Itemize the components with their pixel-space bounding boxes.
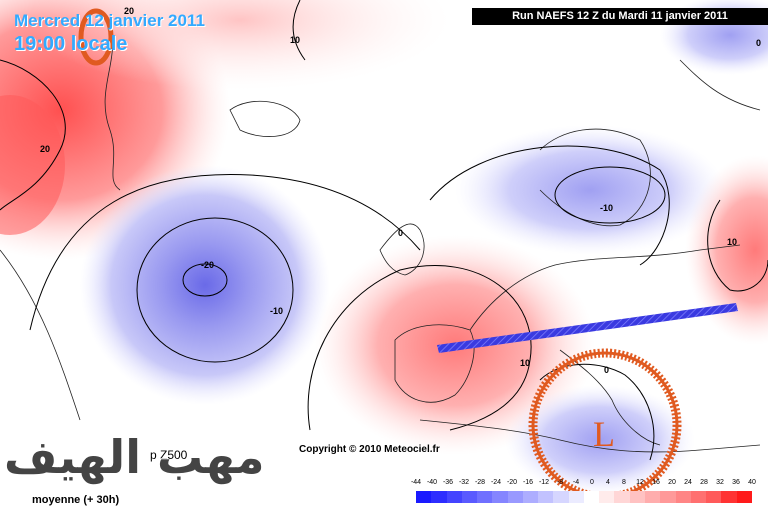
scale-swatch [583, 491, 600, 503]
contour-label: -20 [201, 260, 214, 270]
scale-swatch [660, 491, 676, 503]
scale-swatch [538, 491, 554, 503]
contour-minus-10 [136, 217, 294, 363]
scale-tick-label: 8 [622, 479, 626, 486]
scale-tick-label: -16 [522, 479, 534, 486]
contour-label: -10 [600, 203, 613, 213]
cold-front-band [437, 303, 738, 353]
contour-label: 0 [398, 228, 403, 238]
date-highlight-circle [78, 8, 114, 66]
british-isles-coast [379, 223, 425, 276]
contour-label: 10 [520, 358, 530, 368]
contour-zero-north [429, 145, 670, 266]
date-label: Mercred 12 janvier 2011 [14, 11, 205, 30]
run-info-banner: Run NAEFS 12 Z du Mardi 11 janvier 2011 [472, 8, 768, 25]
scale-tick-label: -40 [426, 479, 438, 486]
iberia-coast [394, 324, 475, 403]
contour-label: 10 [290, 35, 300, 45]
scale-swatch [706, 491, 722, 503]
scale-tick-label: 4 [606, 479, 610, 486]
scale-tick-label: 28 [700, 479, 708, 486]
cold-anomaly-atlantic [80, 165, 330, 405]
scale-tick-label: -20 [506, 479, 518, 486]
scale-tick-label: 12 [636, 479, 644, 486]
greenland-coast [104, 29, 121, 191]
scale-tick-label: 20 [668, 479, 676, 486]
scale-swatch [431, 491, 447, 503]
scale-tick-label: -28 [474, 479, 486, 486]
warm-core-west [0, 95, 65, 235]
scale-tick-label: -32 [458, 479, 470, 486]
contour-label: 0 [604, 365, 609, 375]
scale-tick-label: -44 [410, 479, 422, 486]
scale-tick-label: -8 [556, 479, 564, 486]
contour-minus-10-scandinavia [554, 166, 666, 224]
copyright-notice: Copyright © 2010 Meteociel.fr [299, 444, 440, 455]
color-scale-bar [416, 491, 752, 503]
time-label: 19:00 locale [14, 33, 128, 55]
contour-label: -10 [270, 306, 283, 316]
scale-swatch [736, 491, 752, 503]
canada-coast [0, 249, 81, 421]
scale-swatch [507, 491, 523, 503]
contour-labels: 20 10 20 -20 -10 0 -10 10 10 0 0 [40, 6, 761, 375]
contour-plus-20-west [0, 59, 66, 211]
scale-swatch [599, 491, 615, 503]
scale-swatch [416, 491, 432, 503]
contour-zero-atlantic [29, 174, 421, 331]
scale-tick-label: -36 [442, 479, 454, 486]
scale-swatch [614, 491, 630, 503]
scale-tick-label: 16 [652, 479, 660, 486]
scale-swatch [477, 491, 493, 503]
russia-coast [679, 59, 761, 111]
warm-anomaly-north [30, 0, 450, 90]
scale-tick-label: 36 [732, 479, 740, 486]
europe-coast [469, 244, 741, 331]
scale-tick-label: -24 [490, 479, 502, 486]
coastlines [0, 29, 761, 453]
scale-tick-label: 0 [590, 479, 594, 486]
contour-plus-10-iberia [307, 265, 532, 431]
scale-swatch [553, 491, 569, 503]
contour-plus-10-east [707, 199, 768, 292]
cold-anomaly-scandinavia [455, 125, 725, 255]
scale-tick-label: -12 [538, 479, 550, 486]
italy-coast [559, 349, 661, 446]
scale-tick-label: 40 [748, 479, 756, 486]
scale-tick-label: 24 [684, 479, 692, 486]
model-label: p Z500 [150, 448, 188, 462]
scale-swatch [446, 491, 462, 503]
contour-label: 0 [756, 38, 761, 48]
warm-anomaly-east [685, 155, 768, 345]
color-scale-labels: -44 -40 -36 -32 -28 -24 -20 -16 -12 -8 -4 0 4 8 12 16 20… [408, 479, 756, 489]
scale-tick-label: 32 [716, 479, 724, 486]
scale-swatch [644, 491, 661, 503]
scale-swatch [522, 491, 539, 503]
scale-swatch [690, 491, 707, 503]
average-label: moyenne (+ 30h) [32, 494, 120, 506]
contour-label: 20 [124, 6, 134, 16]
iceland-coast [229, 100, 301, 137]
contour-label: 10 [727, 237, 737, 247]
scale-swatch [492, 491, 508, 503]
scale-swatch [629, 491, 645, 503]
contour-label: 20 [40, 144, 50, 154]
contour-lines [0, 0, 768, 461]
scale-swatch [675, 491, 691, 503]
watermark-text: مهب الهيف [4, 430, 266, 484]
scale-tick-label: -4 [572, 479, 580, 486]
scale-swatch [721, 491, 737, 503]
scale-swatch [461, 491, 478, 503]
contour-minus-20 [182, 263, 228, 297]
low-letter: L [593, 414, 615, 454]
scale-swatch [568, 491, 584, 503]
contour-plus-10-north [292, 0, 306, 61]
